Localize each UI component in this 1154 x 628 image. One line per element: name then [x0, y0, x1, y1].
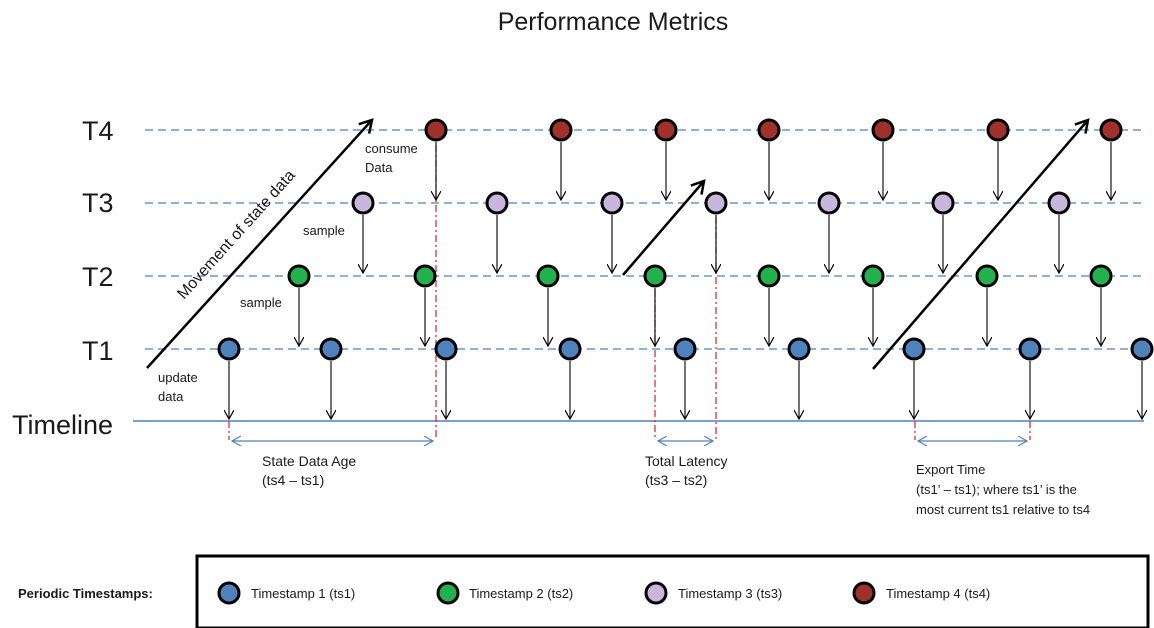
- ts3-timestamp-circle-7: [1047, 191, 1071, 215]
- measure-markers: [228, 145, 1031, 440]
- consume-label-line2: Data: [365, 160, 393, 175]
- ts3-timestamp-circle-4: [704, 191, 728, 215]
- ts4-timestamp-circle-2: [549, 118, 573, 142]
- movement-label: Movement of state data: [174, 167, 299, 303]
- ts4-timestamp-circle-5: [871, 118, 895, 142]
- ts1-timestamp-circle-1: [217, 337, 241, 361]
- drop-arrows: [229, 142, 1142, 419]
- ts2-timestamp-circle-2: [413, 264, 437, 288]
- timestamp-circles: [217, 118, 1154, 361]
- sample-label-t3: sample: [303, 223, 345, 238]
- legend-ts3-icon: [644, 581, 668, 605]
- movement-arrow-latency: [622, 181, 704, 276]
- ts2-timestamp-circle-3: [536, 264, 560, 288]
- ts4-timestamp-circle-6: [986, 118, 1010, 142]
- ts1-timestamp-circle-7: [902, 337, 926, 361]
- ts1-timestamp-circle-3: [434, 337, 458, 361]
- legend-ts2-icon: [436, 581, 460, 605]
- state-age-label-line2: (ts4 – ts1): [262, 472, 324, 488]
- export-label-line1: Export Time: [916, 462, 985, 477]
- ts2-timestamp-circle-4: [643, 264, 667, 288]
- ts3-timestamp-circle-1: [351, 191, 375, 215]
- ts3-timestamp-circle-6: [931, 191, 955, 215]
- legend-ts4-icon: [852, 581, 876, 605]
- movement-arrow-export: [872, 120, 1088, 370]
- row-label-t2: T2: [82, 262, 114, 292]
- ts4-timestamp-circle-7: [1099, 118, 1123, 142]
- ts3-timestamp-circle-2: [485, 191, 509, 215]
- export-label-line3: most current ts1 relative to ts4: [916, 502, 1090, 517]
- consume-label-line1: consume: [365, 141, 418, 156]
- latency-label-line1: Total Latency: [645, 453, 728, 469]
- export-label-line2: (ts1’ – ts1); where ts1’ is the: [916, 482, 1077, 497]
- ts1-timestamp-circle-6: [787, 337, 811, 361]
- movement-arrow-main: [146, 120, 372, 369]
- legend: Periodic Timestamps: Timestamp 1 (ts1) T…: [18, 554, 1150, 628]
- legend-ts3-label: Timestamp 3 (ts3): [678, 586, 782, 601]
- ts2-timestamp-circle-8: [1089, 264, 1113, 288]
- ts2-timestamp-circle-1: [287, 264, 311, 288]
- guide-lines: [145, 129, 1144, 350]
- state-age-label-line1: State Data Age: [262, 453, 356, 469]
- ts1-timestamp-circle-9: [1130, 337, 1154, 361]
- row-label-t1: T1: [82, 336, 114, 366]
- legend-box: [195, 554, 1150, 628]
- ts1-timestamp-circle-4: [558, 337, 582, 361]
- ts1-timestamp-circle-8: [1018, 337, 1042, 361]
- legend-ts1-label: Timestamp 1 (ts1): [251, 586, 355, 601]
- ts3-timestamp-circle-3: [600, 191, 624, 215]
- sample-label-t2: sample: [240, 295, 282, 310]
- legend-heading: Periodic Timestamps:: [18, 586, 153, 601]
- ts1-timestamp-circle-2: [319, 337, 343, 361]
- legend-ts2-label: Timestamp 2 (ts2): [469, 586, 573, 601]
- legend-ts1-icon: [217, 581, 241, 605]
- legend-ts4-label: Timestamp 4 (ts4): [886, 586, 990, 601]
- latency-label-line2: (ts3 – ts2): [645, 472, 707, 488]
- row-label-t4: T4: [82, 116, 114, 146]
- update-label-line2: data: [158, 389, 184, 404]
- row-label-timeline: Timeline: [12, 410, 113, 440]
- ts2-timestamp-circle-6: [861, 264, 885, 288]
- ts3-timestamp-circle-5: [817, 191, 841, 215]
- ts2-timestamp-circle-7: [975, 264, 999, 288]
- ts4-timestamp-circle-3: [654, 118, 678, 142]
- ts4-timestamp-circle-4: [757, 118, 781, 142]
- ts1-timestamp-circle-5: [673, 337, 697, 361]
- ts2-timestamp-circle-5: [757, 264, 781, 288]
- ts4-timestamp-circle-1: [424, 118, 448, 142]
- diagram-title: Performance Metrics: [498, 8, 729, 36]
- update-label-line1: update: [158, 370, 198, 385]
- row-label-t3: T3: [82, 188, 114, 218]
